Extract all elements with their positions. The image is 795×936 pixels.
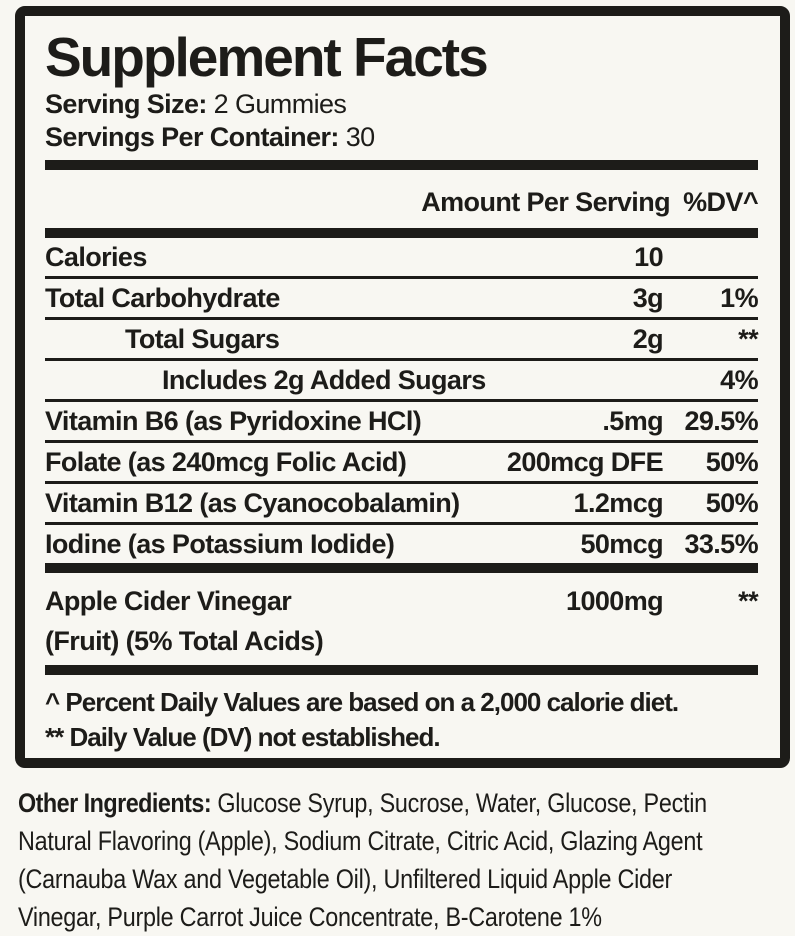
footnote-percent-dv: ^ Percent Daily Values are based on a 2,… xyxy=(45,687,679,717)
table-row: Vitamin B6 (as Pyridoxine HCl) .5mg 29.5… xyxy=(45,399,759,440)
panel-title: Supplement Facts xyxy=(45,26,489,88)
nutrient-dv: 33.5% xyxy=(684,529,758,559)
other-ingredients-section: Other Ingredients: Glucose Syrup, Sucros… xyxy=(18,784,779,936)
serving-size-label: Serving Size: xyxy=(45,89,207,119)
thick-divider-footnotes xyxy=(45,665,758,675)
table-row: Includes 2g Added Sugars 4% xyxy=(45,358,759,399)
nutrient-dv: 29.5% xyxy=(684,406,758,436)
other-ingredients-line-4: Vinegar, Purple Carrot Juice Concentrate… xyxy=(18,902,602,932)
thick-divider-header xyxy=(45,228,758,238)
serving-size-line: Serving Size: 2 Gummies xyxy=(45,88,758,121)
nutrient-amount: 200mcg DFE xyxy=(506,447,664,477)
footnote-dv-not-established: ** Daily Value (DV) not established. xyxy=(45,722,441,752)
table-row: Vitamin B12 (as Cyanocobalamin) 1.2mcg 5… xyxy=(45,481,759,522)
other-ingredients-line-3: (Carnauba Wax and Vegetable Oil), Unfilt… xyxy=(18,864,672,894)
supplement-facts-panel: Supplement Facts Serving Size: 2 Gummies… xyxy=(15,6,790,768)
servings-per-container-value: 30 xyxy=(345,122,375,152)
nutrient-amount: 10 xyxy=(634,242,663,272)
nutrient-name: Vitamin B6 (as Pyridoxine HCl) xyxy=(45,406,422,436)
nutrient-dv: 4% xyxy=(720,365,758,395)
acv-name: Apple Cider Vinegar xyxy=(45,586,292,616)
nutrient-dv: 50% xyxy=(705,488,759,518)
nutrient-table: Calories 10 Total Carbohydrate 3g 1% Tot… xyxy=(45,238,759,563)
servings-per-container-line: Servings Per Container: 30 xyxy=(45,121,758,154)
acv-line1: Apple Cider Vinegar 1000mg ** xyxy=(45,579,759,623)
nutrient-amount: 1.2mcg xyxy=(573,488,664,518)
acv-dv: ** xyxy=(738,586,758,616)
nutrient-name: Includes 2g Added Sugars xyxy=(162,365,486,395)
table-row: Iodine (as Potassium Iodide) 50mcg 33.5% xyxy=(45,522,759,563)
acv-amount: 1000mg xyxy=(566,586,664,616)
table-header-row: Amount Per Serving %DV^ xyxy=(45,170,758,228)
percent-dv-header: %DV^ xyxy=(683,187,758,217)
acv-line2: (Fruit) (5% Total Acids) xyxy=(45,626,324,656)
nutrient-name: Folate (as 240mcg Folic Acid) xyxy=(45,447,407,477)
other-ingredients-label: Other Ingredients: xyxy=(18,788,212,818)
table-row: Folate (as 240mcg Folic Acid) 200mcg DFE… xyxy=(45,440,759,481)
nutrient-dv: 50% xyxy=(705,447,759,477)
nutrient-dv: ** xyxy=(738,324,758,354)
amount-per-serving-header: Amount Per Serving xyxy=(421,187,670,217)
nutrient-name: Calories xyxy=(45,242,147,272)
nutrient-amount: .5mg xyxy=(602,406,663,436)
nutrient-amount: 3g xyxy=(632,283,664,313)
table-row: Calories 10 xyxy=(45,238,758,276)
servings-per-container-label: Servings Per Container: xyxy=(45,122,339,152)
other-ingredients-line-1: Other Ingredients: Glucose Syrup, Sucros… xyxy=(18,784,779,822)
footnotes: ^ Percent Daily Values are based on a 2,… xyxy=(45,685,758,755)
thick-divider-top xyxy=(45,160,758,170)
table-row: Total Sugars 2g ** xyxy=(45,317,759,358)
apple-cider-vinegar-row: Apple Cider Vinegar 1000mg ** (Fruit) (5… xyxy=(45,573,759,665)
serving-size-value: 2 Gummies xyxy=(213,89,347,119)
nutrient-dv: 1% xyxy=(720,283,758,313)
other-ingredients-line-1-text: Glucose Syrup, Sucrose, Water, Glucose, … xyxy=(211,788,707,818)
other-ingredients-line-2: Natural Flavoring (Apple), Sodium Citrat… xyxy=(18,826,703,856)
nutrient-amount: 50mcg xyxy=(580,529,663,559)
nutrient-name: Iodine (as Potassium Iodide) xyxy=(45,529,395,559)
nutrient-name: Vitamin B12 (as Cyanocobalamin) xyxy=(45,488,460,518)
nutrient-name: Total Carbohydrate xyxy=(45,283,280,313)
nutrient-name: Total Sugars xyxy=(125,324,280,354)
thick-divider-acv xyxy=(45,563,758,573)
table-row: Total Carbohydrate 3g 1% xyxy=(45,276,759,317)
nutrient-amount: 2g xyxy=(632,324,664,354)
